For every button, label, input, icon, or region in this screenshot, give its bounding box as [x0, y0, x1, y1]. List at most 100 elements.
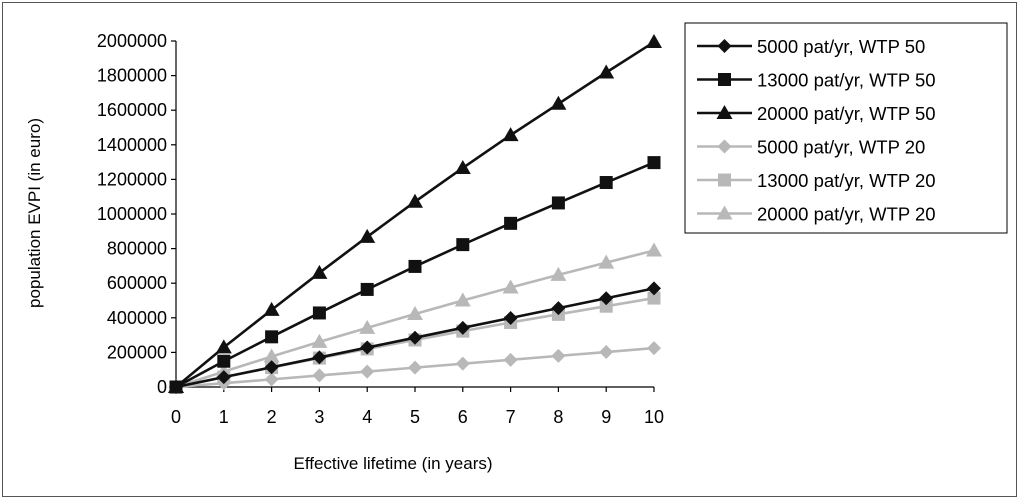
y-tick-label: 2000000: [97, 31, 167, 51]
data-point: [503, 352, 518, 367]
data-point: [264, 372, 279, 387]
legend-item: 20000 pat/yr, WTP 50: [697, 103, 936, 124]
series-2: [169, 156, 661, 394]
x-tick-label: 3: [314, 407, 324, 427]
legend: 5000 pat/yr, WTP 50 13000 pat/yr, WTP 50 2…: [684, 22, 1008, 234]
y-tick-label: 0: [157, 377, 167, 397]
data-point: [455, 356, 470, 371]
data-point: [551, 196, 565, 210]
series-6: [168, 242, 662, 393]
data-point: [359, 319, 376, 334]
legend-item: 5000 pat/yr, WTP 20: [697, 137, 925, 158]
y-tick-label: 1400000: [97, 135, 167, 155]
legend-marker: [718, 173, 731, 187]
y-tick-label: 1000000: [97, 204, 167, 224]
legend-marker: [718, 73, 731, 86]
legend-label: 13000 pat/yr, WTP 50: [757, 70, 936, 91]
legend-item: 5000 pat/yr, WTP 50: [697, 36, 925, 57]
data-point: [647, 291, 661, 305]
data-point: [215, 339, 232, 354]
data-point: [599, 291, 614, 306]
data-point: [647, 341, 661, 356]
data-point: [168, 379, 184, 393]
legend-marker: [717, 39, 732, 53]
y-tick-label: 1800000: [97, 66, 167, 86]
data-point: [312, 306, 326, 320]
x-tick-label: 8: [553, 407, 563, 427]
data-point: [408, 360, 422, 375]
data-point: [360, 364, 375, 379]
data-point: [646, 34, 662, 49]
x-tick-label: 10: [644, 407, 664, 427]
legend-label: 5000 pat/yr, WTP 50: [757, 36, 925, 57]
data-point: [456, 238, 470, 252]
x-tick-label: 9: [601, 407, 611, 427]
legend-item: 13000 pat/yr, WTP 20: [697, 170, 936, 191]
data-point: [598, 64, 615, 79]
data-point: [599, 299, 613, 313]
legend-item: 13000 pat/yr, WTP 50: [697, 70, 936, 91]
legend-marker: [717, 139, 732, 154]
legend-label: 5000 pat/yr, WTP 20: [757, 137, 925, 158]
legend-label: 13000 pat/yr, WTP 20: [757, 170, 936, 191]
x-tick-label: 4: [362, 407, 372, 427]
x-axis-ticks: 0 1 2 3 4 5 6 7 8 9 10: [171, 387, 664, 427]
data-point: [408, 330, 422, 345]
x-axis-title: Effective lifetime (in years): [293, 454, 492, 473]
series-group: [168, 34, 662, 394]
y-tick-label: 200000: [107, 342, 167, 362]
data-point: [408, 259, 422, 273]
data-point: [311, 264, 328, 279]
data-point: [646, 242, 662, 257]
y-tick-label: 400000: [107, 308, 167, 328]
data-point: [503, 310, 518, 325]
legend-marker: [716, 205, 733, 220]
data-point: [551, 348, 566, 363]
x-tick-label: 1: [219, 407, 229, 427]
x-tick-label: 7: [506, 407, 516, 427]
legend-marker: [716, 105, 733, 119]
x-tick-label: 0: [171, 407, 181, 427]
legend-label: 20000 pat/yr, WTP 50: [757, 103, 936, 124]
y-tick-label: 1200000: [97, 169, 167, 189]
data-point: [502, 279, 519, 294]
y-axis-title: population EVPI (in euro): [25, 118, 44, 308]
data-point: [265, 330, 279, 344]
data-point: [647, 156, 661, 170]
series-4: [169, 341, 661, 394]
data-point: [502, 127, 519, 142]
data-point: [312, 350, 327, 365]
data-point: [407, 305, 423, 320]
x-tick-label: 5: [410, 407, 420, 427]
data-point: [359, 228, 376, 243]
data-point: [360, 340, 375, 355]
legend-item: 20000 pat/yr, WTP 20: [697, 204, 936, 225]
data-point: [312, 368, 327, 383]
data-point: [550, 266, 567, 281]
legend-box: [684, 22, 1008, 234]
data-point: [311, 333, 328, 348]
data-point: [598, 254, 615, 269]
data-point: [647, 281, 661, 296]
x-tick-label: 2: [267, 407, 277, 427]
series-3: [168, 34, 662, 393]
x-tick-label: 6: [458, 407, 468, 427]
data-point: [550, 95, 567, 110]
data-point: [360, 282, 374, 296]
series-1: [169, 281, 661, 394]
data-point: [455, 320, 470, 335]
data-point: [264, 360, 279, 375]
data-point: [407, 193, 423, 208]
data-point: [263, 348, 280, 363]
legend-label: 20000 pat/yr, WTP 20: [757, 204, 936, 225]
data-point: [599, 345, 614, 360]
data-point: [217, 354, 231, 368]
data-point: [599, 176, 613, 190]
y-tick-label: 1600000: [97, 100, 167, 120]
y-tick-label: 600000: [107, 273, 167, 293]
y-tick-label: 800000: [107, 239, 167, 259]
data-point: [216, 370, 231, 385]
data-point: [504, 216, 518, 230]
data-point: [263, 301, 280, 316]
